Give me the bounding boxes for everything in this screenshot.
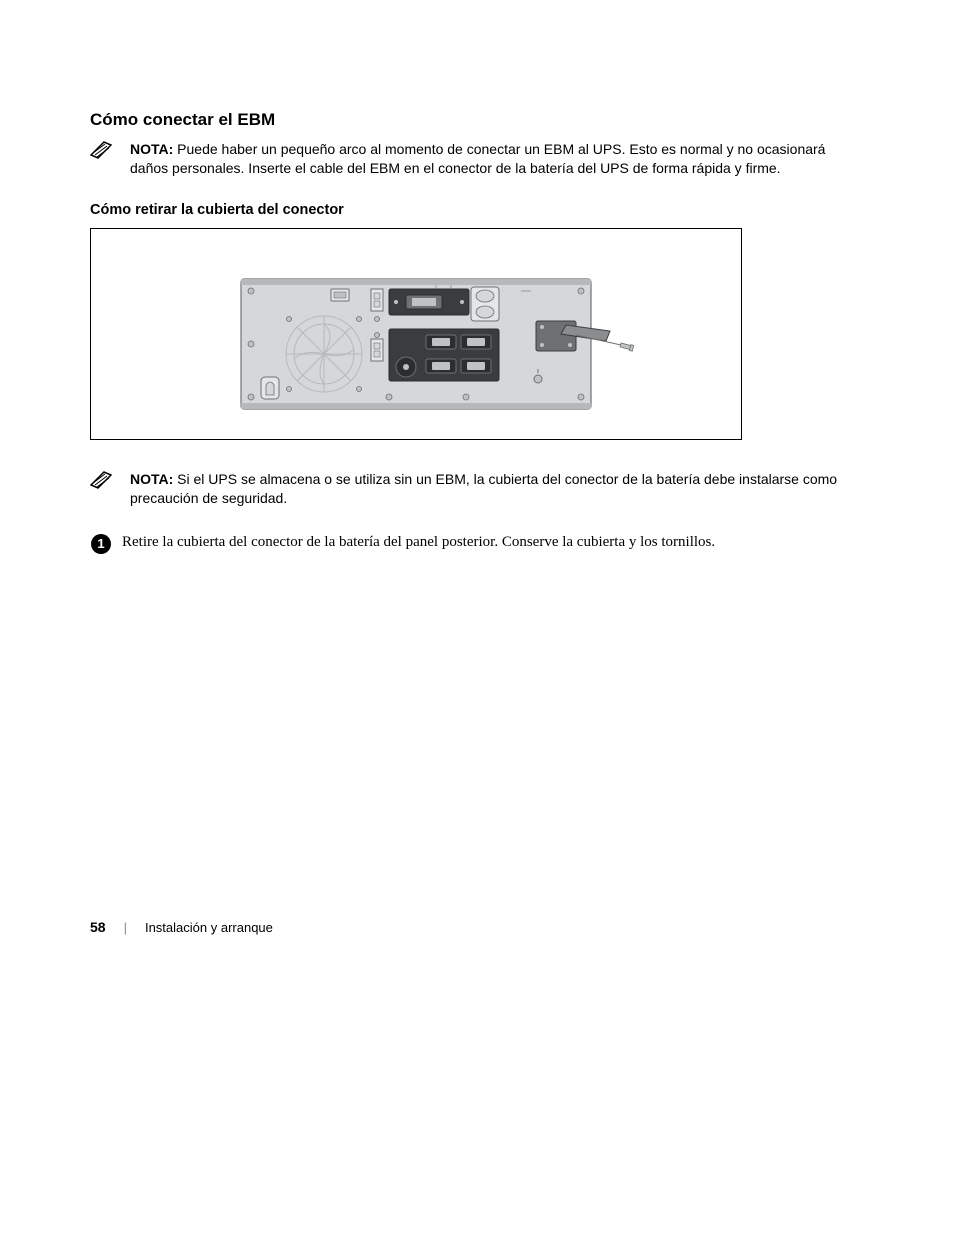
note-1-text: Puede haber un pequeño arco al momento d… — [130, 141, 825, 176]
note-1-body: NOTA: Puede haber un pequeño arco al mom… — [122, 140, 864, 178]
step-number: 1 — [97, 536, 104, 551]
figure-box — [90, 228, 742, 440]
note-1-label: NOTA: — [130, 141, 173, 157]
note-1: NOTA: Puede haber un pequeño arco al mom… — [90, 140, 864, 178]
footer-section: Instalación y arranque — [145, 920, 273, 935]
note-2-body: NOTA: Si el UPS se almacena o se utiliza… — [122, 470, 864, 508]
note-2-text: Si el UPS se almacena o se utiliza sin u… — [130, 471, 837, 506]
note-2-label: NOTA: — [130, 471, 173, 487]
section-title: Cómo conectar el EBM — [90, 110, 864, 130]
step-number-badge: 1 — [90, 533, 114, 560]
footer-separator: | — [124, 920, 127, 935]
step-1: 1 Retire la cubierta del conector de la … — [90, 532, 864, 560]
figure-caption: Cómo retirar la cubierta del conector — [90, 202, 864, 218]
note-2: NOTA: Si el UPS se almacena o se utiliza… — [90, 470, 864, 508]
step-1-text: Retire la cubierta del conector de la ba… — [114, 532, 715, 552]
page-number: 58 — [90, 919, 106, 935]
note-icon — [90, 471, 122, 494]
ups-rear-panel-figure — [106, 239, 726, 429]
note-icon — [90, 141, 122, 164]
page-footer: 58 | Instalación y arranque — [90, 919, 273, 935]
